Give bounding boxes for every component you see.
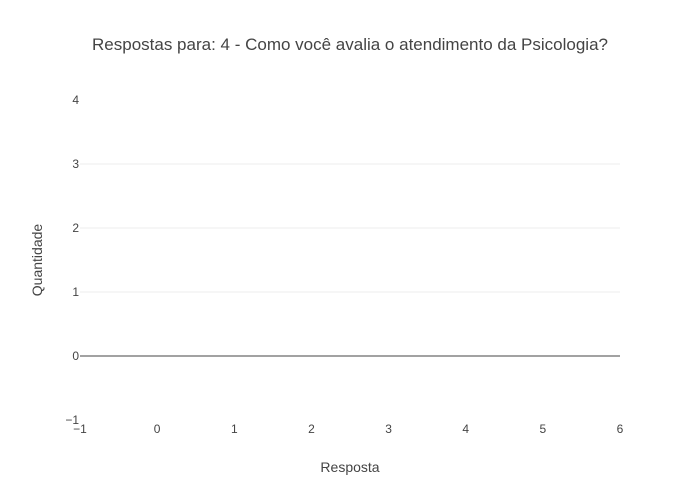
y-axis-title: Quantidade — [29, 224, 45, 297]
x-tick-label: −1 — [73, 422, 87, 436]
y-tick-label: 2 — [72, 221, 79, 235]
chart-title: Respostas para: 4 - Como você avalia o a… — [92, 35, 608, 54]
y-axis-ticks: −1 0 1 2 3 4 — [65, 93, 79, 427]
x-tick-label: 3 — [385, 422, 392, 436]
y-tick-label: 0 — [72, 349, 79, 363]
x-tick-label: 2 — [308, 422, 315, 436]
x-tick-label: 0 — [154, 422, 161, 436]
x-tick-label: 4 — [462, 422, 469, 436]
x-tick-label: 5 — [540, 422, 547, 436]
y-tick-label: 3 — [72, 157, 79, 171]
x-tick-label: 1 — [231, 422, 238, 436]
y-tick-label: 1 — [72, 285, 79, 299]
gridlines — [80, 163, 620, 293]
x-axis-title: Resposta — [320, 459, 379, 475]
x-axis-ticks: −1 0 1 2 3 4 5 6 — [73, 422, 624, 436]
x-tick-label: 6 — [617, 422, 624, 436]
y-tick-label: −1 — [65, 413, 79, 427]
y-tick-label: 4 — [72, 93, 79, 107]
